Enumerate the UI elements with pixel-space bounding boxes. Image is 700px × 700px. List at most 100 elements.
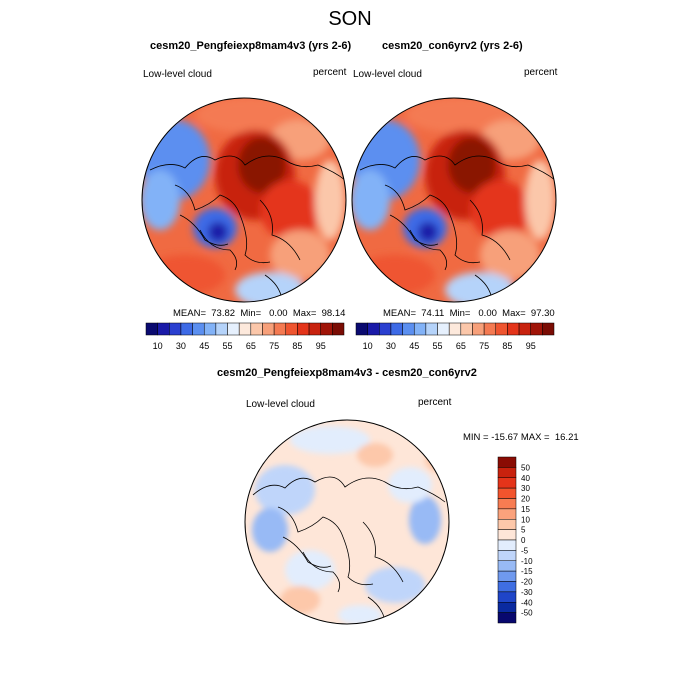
panel-2-colorbar-swatch (367, 322, 380, 336)
difference-colorbar-tick-label: 30 (521, 484, 530, 493)
difference-colorbar-swatch (497, 477, 517, 489)
difference-colorbar-tick-label: 5 (521, 526, 526, 535)
difference-colorbar-swatch (497, 539, 517, 551)
panel-1-colorbar-swatch (297, 322, 310, 336)
panel-2-colorbar-swatch (518, 322, 531, 336)
panel-2-colorbar: 10 30 45 55 65 75 85 95 (355, 322, 555, 357)
difference-colorbar-tick-label: -30 (521, 588, 533, 597)
difference-colorbar-swatch (497, 498, 517, 510)
difference-colorbar-swatch (497, 519, 517, 530)
panel-2-colorbar-swatch (542, 322, 555, 336)
difference-colorbar-swatch (497, 581, 517, 593)
panel-1-colorbar-tick-label: 75 (269, 341, 279, 351)
difference-colorbar-tick-label: 40 (521, 474, 530, 483)
panel-1-colorbar-tick-label: 85 (292, 341, 302, 351)
panel-2-colorbar-swatch (495, 322, 508, 336)
panel-1-colorbar-swatch (227, 322, 240, 336)
panel-2-colorbar-tick-label: 30 (386, 341, 396, 351)
panel-1-colorbar-tick-label: 65 (246, 341, 256, 351)
panel-1-colorbar-swatch (169, 322, 182, 336)
difference-colorbar-swatch (497, 487, 517, 499)
difference-colorbar-swatch (497, 508, 517, 520)
difference-colorbar-swatch (497, 570, 517, 582)
panel-2-colorbar-swatch (530, 322, 543, 336)
difference-colorbar-swatch (497, 529, 517, 541)
panel-2-colorbar-swatch (425, 322, 438, 336)
panel-1-colorbar-swatch (215, 322, 228, 336)
panel-2-colorbar-swatch (437, 322, 450, 336)
panel-2-colorbar-swatch (355, 322, 368, 336)
panel-3-units-label: percent (418, 397, 452, 408)
panel-2-colorbar-swatch (448, 322, 462, 336)
difference-colorbar-swatch (497, 456, 517, 468)
panel-1-colorbar-swatch (332, 322, 345, 336)
panel-2-colorbar-swatch (402, 322, 415, 336)
panel-1-title: cesm20_Pengfeiexp8mam4v3 (yrs 2-6) (150, 40, 352, 52)
difference-colorbar: 50 40 30 20 15 10 5 0 -5 -10 -15 -20 -30 -40 -50 (497, 456, 557, 631)
panel-2-colorbar-tick-label: 55 (433, 341, 443, 351)
panel-3-title: cesm20_Pengfeiexp8mam4v3 - cesm20_con6yr… (217, 367, 477, 379)
panel-2-colorbar-tick-label: 85 (502, 341, 512, 351)
difference-colorbar-tick-label: -40 (521, 598, 533, 607)
figure-title: SON (328, 8, 372, 30)
panel-1-colorbar-swatch (192, 322, 205, 336)
difference-colorbar-tick-label: -10 (521, 557, 533, 566)
difference-colorbar-tick-label: -5 (521, 546, 529, 555)
panel-3-stats: MIN = -15.67 MAX = 16.21 (463, 432, 579, 443)
difference-colorbar-swatch (497, 612, 517, 624)
panel-1-colorbar-swatch (250, 322, 263, 336)
difference-colorbar-swatch (497, 591, 517, 603)
panel-2-units-label: percent (524, 67, 558, 78)
panel-2-colorbar-swatch (507, 322, 520, 336)
difference-colorbar-tick-label: 15 (521, 505, 530, 514)
panel-3-difference-map (244, 419, 450, 625)
difference-colorbar-swatch (497, 550, 517, 561)
panel-2-colorbar-tick-label: 75 (479, 341, 489, 351)
panel-1-colorbar-swatch (262, 322, 275, 336)
panel-3-variable-label: Low-level cloud (246, 399, 315, 410)
difference-colorbar-swatch (497, 602, 517, 613)
panel-1-colorbar-swatch (203, 322, 217, 336)
panel-1-colorbar: 10 30 45 55 65 75 85 95 (145, 322, 345, 357)
panel-1-stats: MEAN= 73.82 Min= 0.00 Max= 98.14 (173, 308, 346, 319)
panel-1-colorbar-swatch (180, 322, 193, 336)
difference-colorbar-tick-label: -15 (521, 567, 533, 576)
panel-1-colorbar-swatch (273, 322, 287, 336)
panel-1-colorbar-swatch (157, 322, 170, 336)
difference-colorbar-tick-label: 20 (521, 495, 530, 504)
panel-1-colorbar-swatch (320, 322, 333, 336)
panel-2-colorbar-swatch (483, 322, 497, 336)
difference-colorbar-tick-label: 50 (521, 463, 530, 472)
panel-1-colorbar-swatch (308, 322, 321, 336)
panel-2-colorbar-swatch (379, 322, 392, 336)
panel-2-polar-map (351, 97, 557, 303)
panel-1-colorbar-tick-label: 55 (223, 341, 233, 351)
difference-colorbar-tick-label: 10 (521, 515, 530, 524)
panel-1-polar-map (141, 97, 347, 303)
panel-2-stats: MEAN= 74.11 Min= 0.00 Max= 97.30 (383, 308, 555, 319)
panel-1-colorbar-tick-label: 95 (316, 341, 326, 351)
difference-colorbar-swatch (497, 560, 517, 572)
panel-2-title: cesm20_con6yrv2 (yrs 2-6) (382, 40, 523, 52)
panel-2-colorbar-swatch (413, 322, 427, 336)
panel-1-colorbar-tick-label: 30 (176, 341, 186, 351)
panel-2-colorbar-swatch (460, 322, 473, 336)
panel-1-units-label: percent (313, 67, 347, 78)
panel-1-colorbar-swatch (285, 322, 298, 336)
panel-1-colorbar-swatch (145, 322, 158, 336)
panel-2-colorbar-tick-label: 95 (526, 341, 536, 351)
panel-2-colorbar-tick-label: 10 (363, 341, 373, 351)
difference-colorbar-tick-label: 0 (521, 536, 526, 545)
panel-2-colorbar-swatch (472, 322, 485, 336)
panel-2-colorbar-swatch (390, 322, 403, 336)
panel-1-colorbar-tick-label: 45 (199, 341, 209, 351)
difference-colorbar-tick-label: -20 (521, 578, 533, 587)
difference-colorbar-tick-label: -50 (521, 609, 533, 618)
panel-1-variable-label: Low-level cloud (143, 69, 212, 80)
panel-1-colorbar-tick-label: 10 (153, 341, 163, 351)
difference-colorbar-swatch (497, 467, 517, 478)
panel-2-colorbar-tick-label: 65 (456, 341, 466, 351)
panel-2-variable-label: Low-level cloud (353, 69, 422, 80)
panel-1-colorbar-swatch (238, 322, 252, 336)
